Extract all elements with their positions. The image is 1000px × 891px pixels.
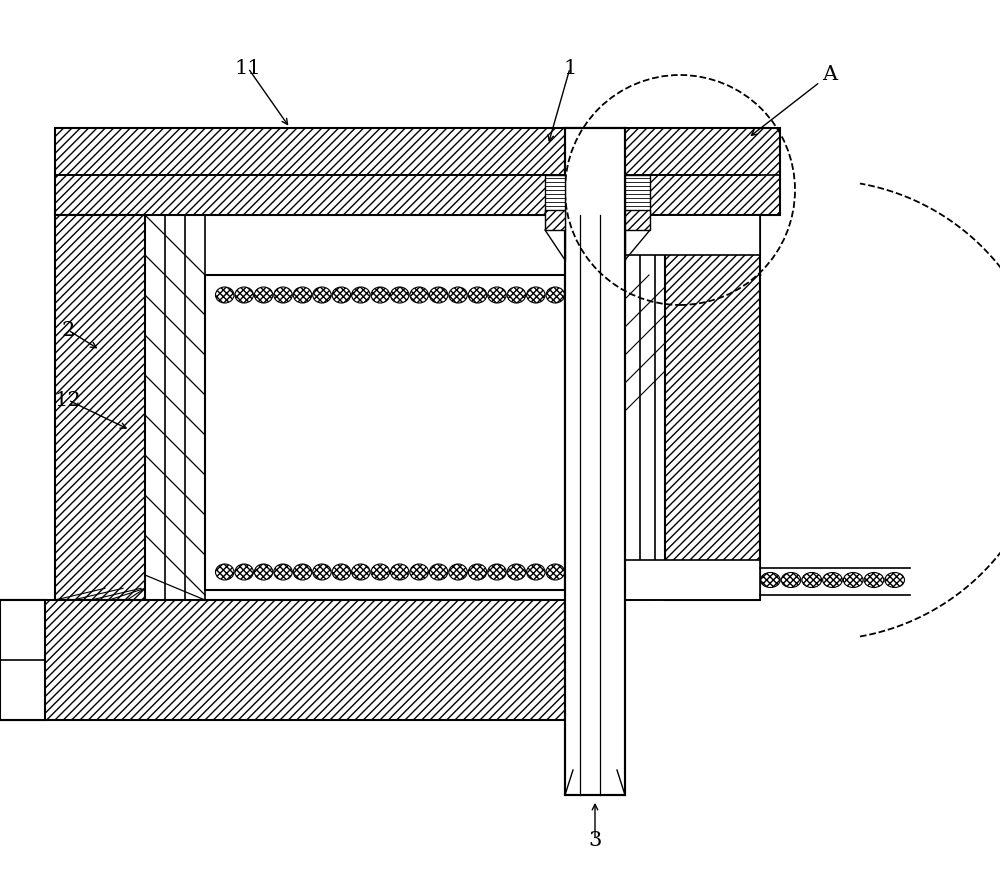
Bar bbox=[0, 600, 45, 720]
Bar bbox=[0, 600, 590, 720]
Ellipse shape bbox=[274, 564, 292, 580]
Ellipse shape bbox=[390, 287, 409, 303]
Ellipse shape bbox=[507, 564, 526, 580]
Bar bbox=[625, 215, 760, 255]
Ellipse shape bbox=[546, 287, 565, 303]
Ellipse shape bbox=[352, 287, 370, 303]
Bar bbox=[665, 215, 760, 600]
Ellipse shape bbox=[843, 573, 863, 587]
Ellipse shape bbox=[802, 573, 822, 587]
Ellipse shape bbox=[885, 573, 904, 587]
Ellipse shape bbox=[781, 573, 801, 587]
Ellipse shape bbox=[352, 564, 370, 580]
Bar bbox=[55, 128, 780, 215]
Ellipse shape bbox=[293, 564, 312, 580]
Ellipse shape bbox=[527, 287, 545, 303]
Bar bbox=[545, 175, 565, 215]
Bar bbox=[565, 128, 625, 795]
Ellipse shape bbox=[488, 287, 506, 303]
Ellipse shape bbox=[254, 287, 273, 303]
Ellipse shape bbox=[761, 573, 780, 587]
Bar bbox=[625, 175, 650, 215]
Ellipse shape bbox=[332, 287, 351, 303]
Ellipse shape bbox=[215, 564, 234, 580]
Text: 3: 3 bbox=[588, 830, 602, 849]
Ellipse shape bbox=[410, 564, 428, 580]
Text: 12: 12 bbox=[55, 390, 81, 410]
Ellipse shape bbox=[449, 287, 467, 303]
Ellipse shape bbox=[371, 287, 390, 303]
Text: 2: 2 bbox=[61, 321, 75, 339]
Bar bbox=[205, 275, 565, 590]
Ellipse shape bbox=[390, 564, 409, 580]
Bar bbox=[625, 560, 760, 600]
Ellipse shape bbox=[488, 564, 506, 580]
Ellipse shape bbox=[274, 287, 292, 303]
Text: 1: 1 bbox=[563, 59, 577, 78]
Ellipse shape bbox=[293, 287, 312, 303]
Ellipse shape bbox=[313, 564, 331, 580]
Ellipse shape bbox=[429, 564, 448, 580]
Ellipse shape bbox=[823, 573, 842, 587]
Ellipse shape bbox=[332, 564, 351, 580]
Ellipse shape bbox=[468, 564, 487, 580]
Ellipse shape bbox=[507, 287, 526, 303]
Bar bbox=[545, 210, 565, 230]
Ellipse shape bbox=[449, 564, 467, 580]
Ellipse shape bbox=[371, 564, 390, 580]
Ellipse shape bbox=[235, 564, 253, 580]
Ellipse shape bbox=[546, 564, 565, 580]
Ellipse shape bbox=[429, 287, 448, 303]
Ellipse shape bbox=[864, 573, 884, 587]
Text: A: A bbox=[822, 66, 838, 85]
Ellipse shape bbox=[235, 287, 253, 303]
Bar bbox=[625, 210, 650, 230]
Ellipse shape bbox=[527, 564, 545, 580]
Bar bbox=[55, 215, 145, 600]
Ellipse shape bbox=[313, 287, 331, 303]
Ellipse shape bbox=[215, 287, 234, 303]
Text: 11: 11 bbox=[235, 59, 261, 78]
Ellipse shape bbox=[468, 287, 487, 303]
Ellipse shape bbox=[254, 564, 273, 580]
Ellipse shape bbox=[410, 287, 428, 303]
